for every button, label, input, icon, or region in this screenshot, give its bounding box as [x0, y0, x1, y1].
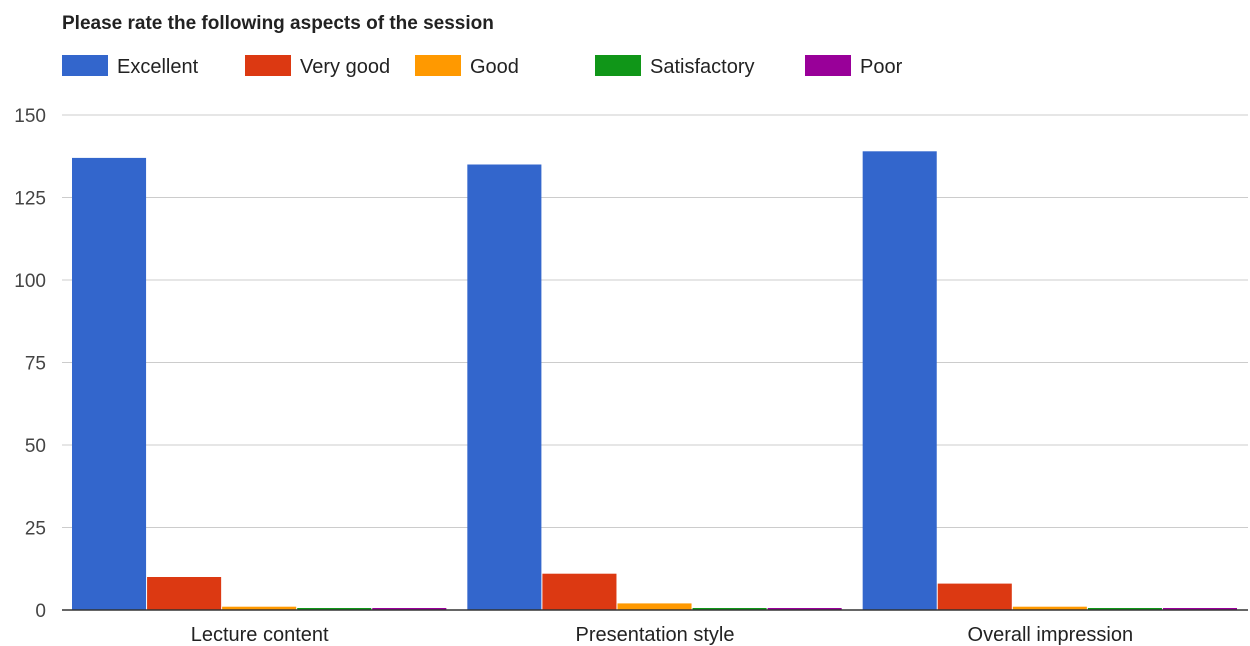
bar-presentation-style-satisfactory	[692, 608, 767, 610]
y-tick-label-25: 25	[25, 519, 46, 540]
bar-presentation-style-very-good	[542, 573, 617, 610]
bar-overall-impression-good	[1012, 606, 1087, 610]
bar-presentation-style-good	[617, 603, 692, 610]
bars	[72, 151, 1237, 611]
bar-overall-impression-excellent	[862, 151, 937, 611]
y-tick-label-125: 125	[14, 189, 46, 210]
legend-label-excellent: Excellent	[117, 56, 199, 78]
legend-swatch-excellent	[62, 55, 108, 76]
bar-overall-impression-satisfactory	[1087, 608, 1162, 610]
y-tick-label-75: 75	[25, 354, 46, 375]
y-tick-label-50: 50	[25, 436, 46, 457]
bar-presentation-style-poor	[767, 608, 842, 610]
legend: Excellent Very good Good Satisfactory Poor	[62, 55, 903, 78]
x-category-label-overall-impression: Overall impression	[968, 624, 1134, 646]
y-tick-label-100: 100	[14, 271, 46, 292]
x-category-label-lecture-content: Lecture content	[191, 624, 329, 646]
legend-swatch-good	[415, 55, 461, 76]
y-tick-label-0: 0	[35, 601, 46, 622]
legend-swatch-satisfactory	[595, 55, 641, 76]
bar-overall-impression-very-good	[937, 583, 1012, 610]
legend-label-good: Good	[470, 56, 519, 78]
y-axis-ticks: 0 25 50 75 100 125 150	[14, 106, 46, 622]
legend-label-very-good: Very good	[300, 56, 390, 78]
y-tick-label-150: 150	[14, 106, 46, 127]
x-axis-labels: Lecture content Presentation style Overall…	[191, 624, 1133, 646]
bar-lecture-content-good	[222, 606, 297, 610]
bar-lecture-content-very-good	[147, 577, 222, 610]
gridlines	[62, 114, 1248, 528]
x-category-label-presentation-style: Presentation style	[576, 624, 735, 646]
bar-overall-impression-poor	[1162, 608, 1237, 610]
legend-label-satisfactory: Satisfactory	[650, 56, 754, 78]
bar-lecture-content-poor	[372, 608, 447, 610]
bar-lecture-content-satisfactory	[297, 608, 372, 610]
chart-title: Please rate the following aspects of the…	[62, 13, 494, 34]
legend-label-poor: Poor	[860, 56, 903, 78]
bar-presentation-style-excellent	[467, 164, 542, 610]
legend-swatch-poor	[805, 55, 851, 76]
bar-lecture-content-excellent	[72, 157, 147, 610]
legend-swatch-very-good	[245, 55, 291, 76]
